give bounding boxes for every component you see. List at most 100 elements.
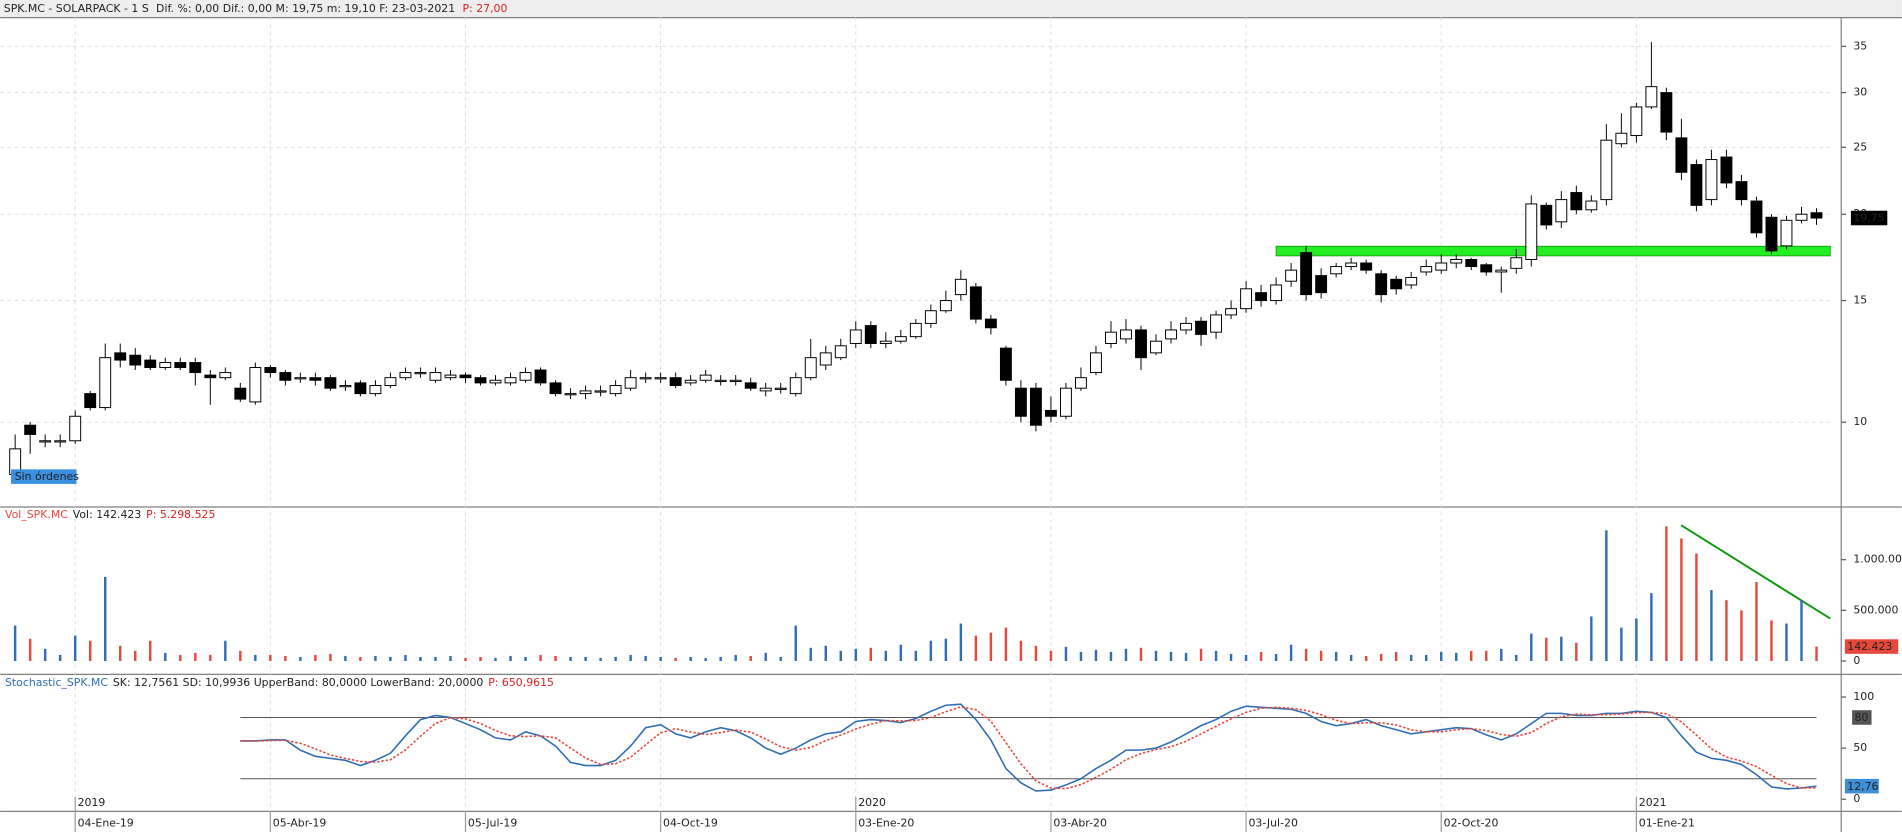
candle-body [69,415,82,442]
candle-body [114,352,127,361]
candle-body [1059,387,1072,417]
volume-bar [899,644,903,661]
volume-bar [1079,651,1083,661]
volume-bar [1650,593,1653,661]
volume-bar [764,652,767,661]
candle-body [324,377,337,389]
candle-body [1735,181,1748,201]
volume-bar [1620,627,1623,661]
volume-bar [629,654,632,661]
candle-body [459,374,472,379]
candle-body [234,387,247,400]
volume-bar [1319,650,1323,661]
candle-body [819,352,832,366]
volume-bar [1019,640,1023,661]
candle-body [1780,219,1793,247]
volume-bar [209,654,212,661]
y-tick-label: 15 [1853,294,1867,307]
candle-body [774,387,787,390]
candle-body [249,367,262,403]
volume-bar [1004,627,1008,661]
volume-bar [179,654,182,661]
stoch-line [240,706,1817,790]
candle-body [894,336,907,342]
candle-body [1180,322,1192,331]
volume-bar [1154,650,1158,661]
volume-bar [43,648,47,661]
volume-total: P: 5.298.525 [146,508,215,521]
volume-bar [704,657,707,661]
y-tick-label: 0 [1853,654,1860,667]
last-sk: 12,76 [1847,780,1878,793]
candle-body [1165,329,1177,340]
volume-bar [1530,633,1533,661]
volume-bar [719,656,722,661]
volume-bar [1755,581,1758,661]
volume-bar [494,657,497,661]
volume-bar [974,635,978,661]
volume-legend: Vol_SPK.MC Vol: 142.423 P: 5.298.525 [5,508,215,521]
candle-body [1690,164,1703,206]
volume-bar [1455,652,1458,661]
volume-bar [58,654,62,661]
x-tick-label: 02-Oct-20 [1444,817,1499,830]
candle-body [849,329,862,344]
volume-bar [1274,653,1278,661]
volume-bar [1124,648,1128,661]
volume-bar [1680,538,1683,661]
candle-body [624,377,637,389]
upper-band-label-box [1852,710,1872,725]
volume-bar [1364,655,1368,661]
volume-bar [749,655,752,661]
candle-body [474,377,487,384]
volume-bar [389,656,392,661]
candle-body [1795,213,1808,221]
y-tick-label: 50 [1853,741,1867,754]
volume-bar [794,625,797,661]
volume-bar [1770,620,1773,661]
volume-bar [464,657,467,661]
candle-body [954,278,967,296]
trend-line [1680,524,1831,620]
volume-bar [839,650,842,661]
candle-body [1600,139,1613,201]
candle-body [1705,159,1718,201]
candle-body [804,357,817,379]
candle-body [924,310,937,324]
stoch-stats: SK: 12,7561 SD: 10,9936 UpperBand: 80,00… [113,676,484,689]
candle-body [54,440,67,443]
volume-bar [104,576,107,661]
volume-bar [689,656,692,661]
volume-bar [344,655,347,661]
y-tick-label: 1.000.000 [1853,553,1902,566]
candle-body [864,325,877,344]
candle-body [1360,262,1373,271]
volume-bar [674,657,677,661]
volume-bar [164,652,167,661]
volume-bar [1139,647,1143,661]
orders-box [11,469,77,484]
candle-body [654,377,667,380]
candle-body [129,354,142,366]
volume-bar [224,640,227,661]
volume-bar [1485,650,1488,661]
volume-bar [539,654,542,661]
candle-body [1150,340,1162,354]
volume-bar [1334,651,1338,661]
volume-bar [329,653,332,661]
candle-body [939,300,952,312]
volume-bar [1394,651,1398,661]
y-tick-label: 0 [1853,792,1860,805]
candle-body [1375,273,1388,296]
candle-body [1105,331,1117,344]
year-label: 2020 [858,796,886,809]
candle-body [729,379,742,382]
candle-body [309,377,322,381]
last-sk-box [1844,778,1879,794]
candle-body [744,382,757,389]
candle-body [684,379,697,384]
candle-body [1285,269,1298,282]
candle-body [594,390,607,393]
symbol: SPK.MC - SOLARPACK - 1 S [4,2,149,15]
volume-bar [584,656,587,661]
